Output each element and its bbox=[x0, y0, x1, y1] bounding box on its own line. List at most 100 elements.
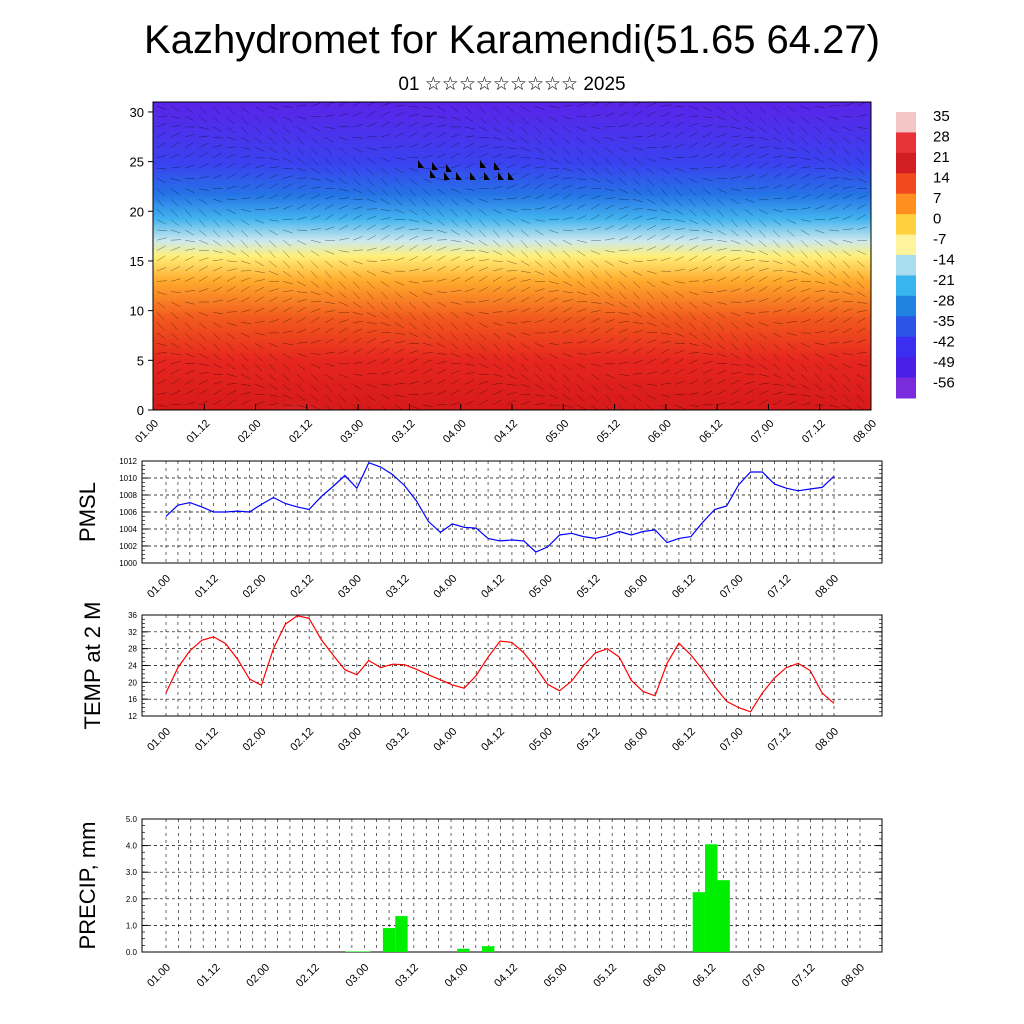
wind-barb bbox=[814, 281, 825, 284]
wind-barb bbox=[716, 353, 727, 357]
wind-barb bbox=[296, 147, 304, 156]
wind-barb bbox=[828, 404, 839, 408]
wind-barb bbox=[674, 281, 685, 284]
wind-barb bbox=[478, 187, 489, 189]
wind-barb bbox=[310, 260, 319, 269]
wind-barb bbox=[842, 147, 850, 156]
wind-barb bbox=[366, 312, 377, 318]
wind-barb bbox=[464, 276, 474, 282]
wind-barb bbox=[758, 106, 767, 114]
wind-barb bbox=[772, 106, 781, 114]
wind-barb bbox=[492, 146, 503, 148]
wind-barb bbox=[618, 178, 627, 186]
wind-barb bbox=[226, 126, 236, 134]
wind-barb bbox=[170, 239, 181, 241]
wind-barb bbox=[282, 384, 291, 392]
wind-barb bbox=[436, 404, 447, 406]
colorbar-swatch bbox=[896, 214, 916, 236]
wind-barb bbox=[590, 195, 601, 200]
wind-barb bbox=[758, 229, 766, 238]
wind-barb bbox=[856, 178, 867, 183]
wind-barb bbox=[772, 209, 783, 213]
wind-barb bbox=[212, 312, 223, 315]
wind-barb bbox=[534, 288, 545, 292]
wind-barb bbox=[716, 389, 726, 395]
wind-barb bbox=[184, 312, 194, 319]
wind-barb bbox=[380, 246, 391, 251]
wind-barb bbox=[198, 152, 208, 159]
wind-barb bbox=[828, 216, 839, 220]
wind-barb bbox=[856, 114, 867, 117]
wind-barb bbox=[576, 239, 587, 243]
wind-barb bbox=[338, 126, 349, 128]
wind-barb bbox=[730, 371, 741, 375]
wind-barb bbox=[520, 401, 531, 406]
wind-barb bbox=[296, 394, 306, 401]
wind-barb bbox=[548, 330, 559, 334]
wind-barb bbox=[842, 363, 853, 369]
wind-barb bbox=[450, 219, 459, 227]
wind-barb bbox=[646, 291, 655, 300]
wind-barb bbox=[562, 216, 573, 220]
wind-barb bbox=[814, 193, 824, 200]
wind-barb bbox=[366, 348, 376, 354]
wind-barb bbox=[268, 307, 278, 313]
wind-barb bbox=[492, 126, 502, 134]
wind-barb bbox=[800, 183, 810, 189]
wind-barb bbox=[506, 322, 517, 324]
wind-barb bbox=[632, 359, 643, 365]
colorbar-swatch bbox=[896, 173, 916, 195]
wind-barb bbox=[352, 291, 361, 300]
wind-barb bbox=[422, 122, 433, 128]
wind-barb bbox=[184, 209, 192, 217]
x-tick-label: 05.00 bbox=[542, 962, 570, 990]
wind-barb bbox=[464, 343, 473, 351]
wind-barb bbox=[464, 322, 473, 330]
wind-barb bbox=[814, 290, 825, 292]
wind-barb bbox=[772, 391, 783, 395]
wind-barb bbox=[380, 121, 390, 128]
wind-barb bbox=[618, 111, 628, 117]
wind-barb bbox=[660, 178, 669, 186]
wind-barb bbox=[156, 219, 167, 225]
wind-barb bbox=[394, 369, 405, 375]
wind-barb bbox=[758, 353, 767, 361]
wind-barb bbox=[254, 173, 264, 179]
wind-barb bbox=[352, 206, 363, 210]
x-tick-label: 01.12 bbox=[195, 962, 223, 990]
wind-barb bbox=[212, 259, 223, 262]
wind-barb bbox=[688, 255, 698, 262]
wind-barb bbox=[520, 296, 530, 303]
wind-barb bbox=[366, 281, 375, 289]
x-tick-label: 06.12 bbox=[670, 726, 698, 754]
wind-barb bbox=[800, 384, 810, 390]
wind-barb bbox=[184, 164, 195, 169]
wind-barb bbox=[604, 214, 614, 220]
wind-barb bbox=[534, 207, 545, 210]
wind-barb bbox=[408, 235, 419, 241]
wind-barb bbox=[310, 327, 320, 334]
wind-barb bbox=[618, 361, 629, 365]
wind-barb bbox=[814, 126, 823, 134]
wind-barb bbox=[548, 137, 556, 145]
wind-barb bbox=[772, 373, 783, 379]
wind-barb bbox=[212, 389, 222, 395]
wind-barb bbox=[212, 209, 222, 216]
wind-barb bbox=[254, 373, 264, 381]
y-tick-label: 3.0 bbox=[126, 868, 138, 877]
wind-barb bbox=[478, 136, 489, 139]
wind-barb bbox=[268, 207, 279, 210]
wind-barb bbox=[310, 167, 320, 174]
wind-barb bbox=[394, 245, 404, 251]
wind-barb bbox=[226, 116, 234, 125]
wind-barb bbox=[450, 402, 461, 406]
wind-barb bbox=[394, 341, 405, 344]
wind-barb bbox=[170, 266, 180, 272]
wind-barb bbox=[758, 260, 769, 262]
wind-barb bbox=[156, 245, 166, 251]
wind-barb bbox=[870, 229, 871, 230]
wind-barb bbox=[394, 291, 403, 299]
wind-barb bbox=[338, 178, 348, 185]
wind-barb bbox=[352, 270, 362, 278]
